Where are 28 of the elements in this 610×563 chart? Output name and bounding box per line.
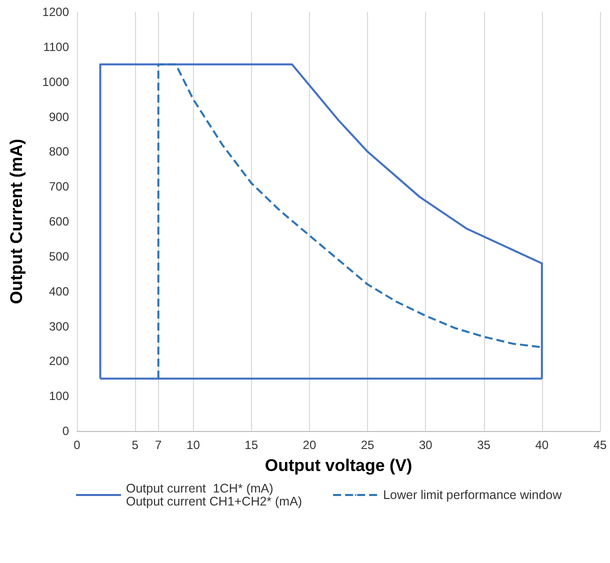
y-tick-label: 600 <box>48 214 70 228</box>
y-tick-label: 400 <box>48 284 70 298</box>
x-tick-label: 0 <box>74 438 81 452</box>
x-tick-label: 45 <box>593 438 607 452</box>
x-tick-label: 7 <box>155 438 162 452</box>
x-tick-label: 5 <box>132 438 139 452</box>
y-tick-label: 900 <box>48 110 70 124</box>
y-tick-label: 700 <box>48 180 70 194</box>
y-tick-label: 1100 <box>43 40 70 54</box>
x-tick-label: 15 <box>244 438 258 452</box>
y-tick-label: 100 <box>48 389 70 404</box>
x-tick-label: 10 <box>186 438 200 452</box>
y-tick-label: 800 <box>48 144 70 159</box>
y-tick-label: 1000 <box>42 74 70 89</box>
y-tick-label: 500 <box>48 249 70 264</box>
y-axis-title: Output Current (mA) <box>7 138 26 304</box>
x-tick-label: 30 <box>418 438 433 452</box>
legend-label: Lower limit performance window <box>383 488 563 502</box>
y-tick-label: 0 <box>62 424 70 438</box>
y-tick-label: 1200 <box>42 5 70 19</box>
x-tick-label: 35 <box>477 438 491 452</box>
x-axis-title: Output voltage (V) <box>264 456 412 475</box>
x-tick-label: 40 <box>535 438 549 452</box>
legend-label: Output current 1CH* (mA) Output current CH1+CH2* (mA) <box>126 482 302 508</box>
x-tick-label: 25 <box>360 438 375 452</box>
y-tick-label: 200 <box>48 354 70 368</box>
x-tick-label: 20 <box>302 438 316 452</box>
y-tick-label: 300 <box>48 319 70 334</box>
